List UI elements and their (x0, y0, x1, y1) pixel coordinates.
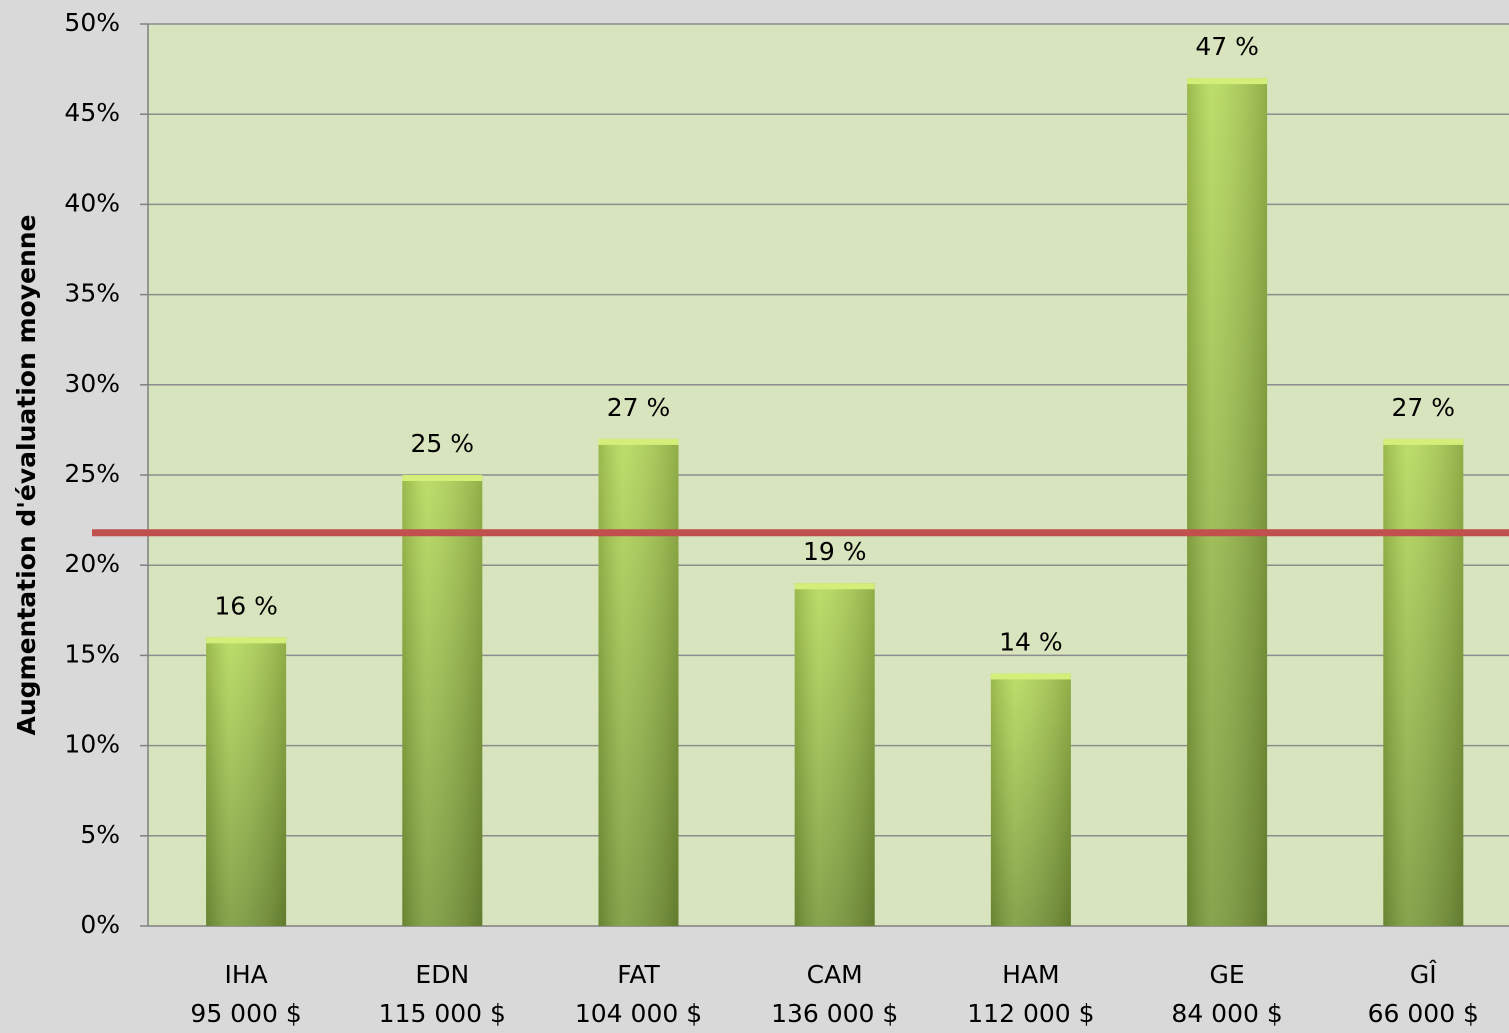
x-tick-sublabel: 112 000 $ (967, 999, 1094, 1028)
bar-bevel (206, 637, 287, 644)
data-label: 19 % (803, 537, 867, 566)
y-tick-label: 50% (64, 8, 120, 37)
x-tick-sublabel: 95 000 $ (190, 999, 301, 1028)
bar-bevel (990, 673, 1071, 680)
x-tick-label: EDN (415, 960, 469, 989)
y-tick-label: 25% (64, 459, 120, 488)
y-tick-label: 0% (80, 910, 120, 939)
x-tick-label: IHA (224, 960, 267, 989)
x-tick-label: GE (1210, 960, 1245, 989)
x-tick-sublabel: 104 000 $ (575, 999, 702, 1028)
y-tick-label: 15% (64, 639, 120, 668)
x-tick-label: FAT (617, 960, 660, 989)
bar-shade (598, 438, 679, 926)
x-tick-sublabel: 115 000 $ (379, 999, 506, 1028)
y-tick-label: 40% (64, 188, 120, 217)
data-label: 16 % (214, 591, 278, 620)
bar-shade (990, 673, 1071, 926)
x-tick-sublabel: 66 000 $ (1368, 999, 1479, 1028)
data-label: 25 % (411, 429, 475, 458)
y-axis-title: Augmentation d'évaluation moyenne (12, 215, 41, 736)
x-tick-label: CAM (807, 960, 863, 989)
bar-shade (1187, 78, 1268, 927)
y-tick-label: 45% (64, 98, 120, 127)
y-tick-label: 30% (64, 369, 120, 398)
y-tick-label: 35% (64, 279, 120, 308)
y-tick-label: 20% (64, 549, 120, 578)
bar-bevel (1187, 78, 1268, 85)
bar-bevel (402, 475, 483, 481)
bar-shade (206, 637, 287, 926)
data-label: 47 % (1195, 32, 1259, 61)
data-label: 27 % (1392, 393, 1456, 422)
bar-shade (794, 583, 875, 926)
x-tick-sublabel: 84 000 $ (1171, 999, 1282, 1028)
bar-bevel (1383, 438, 1464, 445)
bar-shade (402, 475, 483, 926)
y-tick-label: 5% (80, 820, 120, 849)
bar-bevel (598, 438, 679, 445)
bar-bevel (794, 583, 875, 590)
x-tick-label: GÎ (1410, 960, 1437, 989)
bar-shade (1383, 438, 1464, 926)
data-label: 14 % (999, 627, 1063, 656)
x-tick-label: HAM (1002, 960, 1059, 989)
y-tick-label: 10% (64, 730, 120, 759)
data-label: 27 % (607, 393, 671, 422)
x-tick-sublabel: 136 000 $ (771, 999, 898, 1028)
